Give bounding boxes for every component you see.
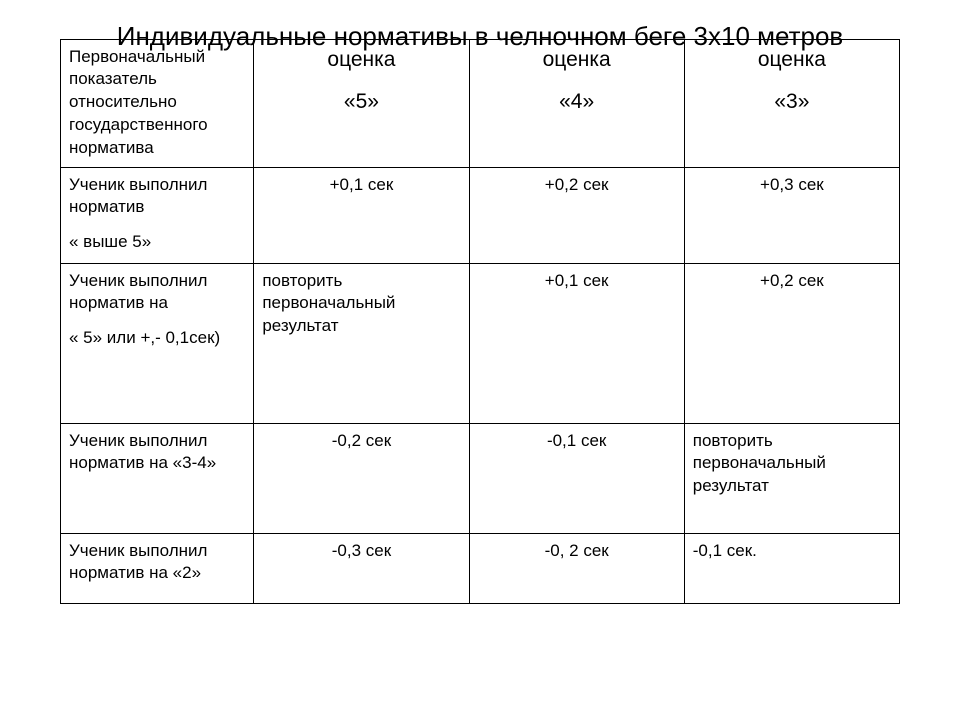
cell-value: +0,2 сек: [684, 263, 899, 423]
cell-value: -0,3 сек: [254, 533, 469, 603]
cell-value: +0,2 сек: [469, 167, 684, 263]
header-criteria-text: Первоначальный показатель относительно г…: [69, 47, 208, 158]
header-grade5-l1: оценка: [262, 46, 460, 74]
header-grade4-l2: «4»: [478, 88, 676, 116]
row-label-l1: Ученик выполнил норматив на «3-4»: [69, 431, 216, 473]
cell-value: -0,1 сек: [469, 423, 684, 533]
cell-value: повторить первоначальный результат: [254, 263, 469, 423]
row-label-cell: Ученик выполнил норматив на « 5» или +,-…: [61, 263, 254, 423]
cell-value: повторить первоначальный результат: [684, 423, 899, 533]
header-cell-grade3: оценка «3»: [684, 39, 899, 167]
header-grade4-l1: оценка: [478, 46, 676, 74]
header-grade3-l2: «3»: [693, 88, 891, 116]
row-label-l2: « 5» или +,- 0,1сек): [69, 327, 245, 350]
header-cell-criteria: Первоначальный показатель относительно г…: [61, 39, 254, 167]
table-row: Ученик выполнил норматив на «2» -0,3 сек…: [61, 533, 900, 603]
row-label-l1: Ученик выполнил норматив на: [69, 271, 207, 313]
table-row: Ученик выполнил норматив на «3-4» -0,2 с…: [61, 423, 900, 533]
cell-value: +0,1 сек: [254, 167, 469, 263]
cell-value: +0,1 сек: [469, 263, 684, 423]
standards-table: Первоначальный показатель относительно г…: [60, 39, 900, 604]
cell-value: +0,3 сек: [684, 167, 899, 263]
row-label-cell: Ученик выполнил норматив на «3-4»: [61, 423, 254, 533]
row-label-l2: « выше 5»: [69, 231, 245, 254]
table-header-row: Первоначальный показатель относительно г…: [61, 39, 900, 167]
row-label-cell: Ученик выполнил норматив на «2»: [61, 533, 254, 603]
table-row: Ученик выполнил норматив на « 5» или +,-…: [61, 263, 900, 423]
document-page: Индивидуальные нормативы в челночном бег…: [0, 0, 960, 634]
header-grade3-l1: оценка: [693, 46, 891, 74]
header-cell-grade4: оценка «4»: [469, 39, 684, 167]
table-row: Ученик выполнил норматив « выше 5» +0,1 …: [61, 167, 900, 263]
row-label-l1: Ученик выполнил норматив: [69, 175, 207, 217]
cell-value: -0, 2 сек: [469, 533, 684, 603]
cell-value: -0,2 сек: [254, 423, 469, 533]
row-label-l1: Ученик выполнил норматив на «2»: [69, 541, 207, 583]
header-grade5-l2: «5»: [262, 88, 460, 116]
row-label-cell: Ученик выполнил норматив « выше 5»: [61, 167, 254, 263]
cell-value: -0,1 сек.: [684, 533, 899, 603]
header-cell-grade5: оценка «5»: [254, 39, 469, 167]
